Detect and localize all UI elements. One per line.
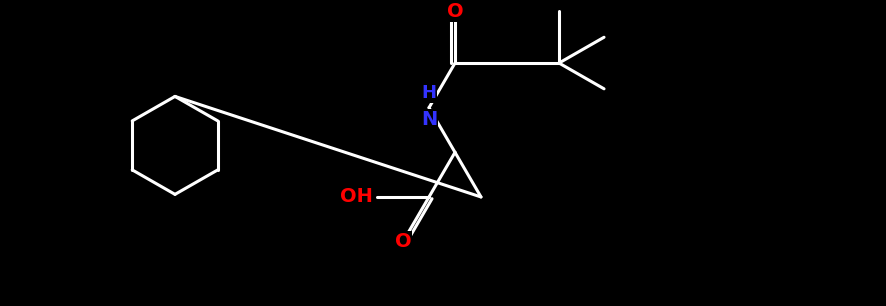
Text: O: O [447,2,463,21]
Text: O: O [394,232,411,251]
Text: H: H [422,84,437,102]
Text: OH: OH [340,188,373,207]
Text: N: N [421,110,437,129]
